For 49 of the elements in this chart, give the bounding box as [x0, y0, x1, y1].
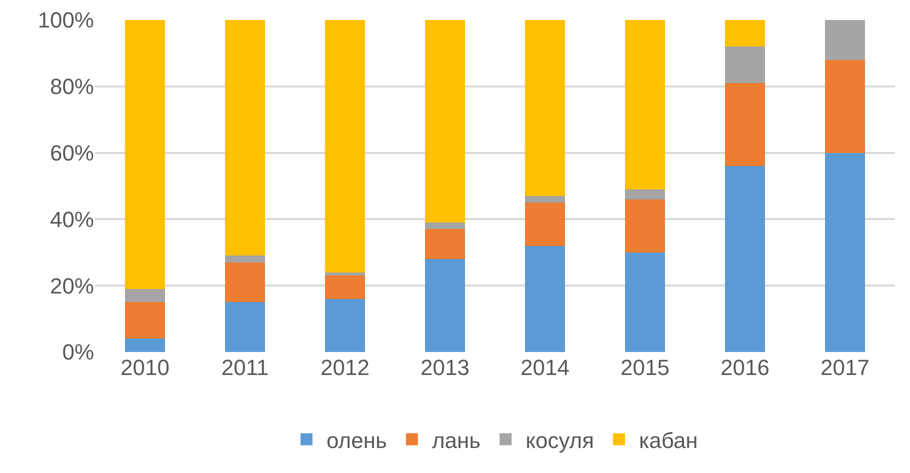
bar: [525, 202, 565, 246]
x-tick-label: 2011: [221, 355, 269, 380]
bar: [525, 20, 565, 196]
bar: [225, 256, 265, 262]
legend-label: лань: [432, 428, 481, 453]
bar: [125, 288, 165, 302]
y-tick-label: 100%: [38, 8, 94, 33]
bar: [725, 166, 765, 352]
x-tick-label: 2017: [820, 355, 870, 380]
bar: [225, 302, 265, 352]
bar: [825, 20, 865, 60]
y-tick-label: 20%: [50, 273, 94, 298]
x-tick-label: 2010: [120, 355, 170, 380]
bar: [625, 20, 665, 190]
y-tick-label: 0%: [62, 340, 94, 365]
bar: [625, 189, 665, 200]
bar: [525, 246, 565, 352]
bar: [425, 222, 465, 230]
bar: [125, 338, 165, 352]
legend-label: кабан: [639, 428, 698, 453]
y-tick-label: 80%: [50, 74, 94, 100]
bar: [125, 302, 165, 339]
bar: [325, 20, 365, 272]
bar: [625, 252, 665, 352]
bar: [225, 262, 265, 302]
bar: [325, 298, 365, 352]
bar: [425, 20, 465, 223]
y-tick-label: 40%: [50, 206, 94, 232]
bar: [725, 20, 765, 47]
legend-label: олень: [326, 428, 387, 453]
x-tick-label: 2015: [620, 355, 670, 380]
x-tick-label: 2014: [520, 355, 570, 380]
bar: [325, 276, 365, 299]
bar: [525, 196, 565, 203]
legend-label: косуля: [526, 428, 594, 453]
bar: [825, 152, 865, 352]
bar: [725, 83, 765, 166]
bar: [225, 20, 265, 256]
bar: [725, 46, 765, 84]
bar: [825, 60, 865, 153]
bar: [625, 199, 665, 252]
x-tick-label: 2012: [320, 355, 370, 380]
bar: [425, 229, 465, 260]
bar: [325, 272, 365, 276]
bar: [125, 20, 165, 289]
y-tick-label: 60%: [50, 140, 94, 166]
x-tick-label: 2016: [720, 355, 770, 380]
bar: [425, 259, 465, 352]
x-tick-label: 2013: [420, 355, 470, 380]
